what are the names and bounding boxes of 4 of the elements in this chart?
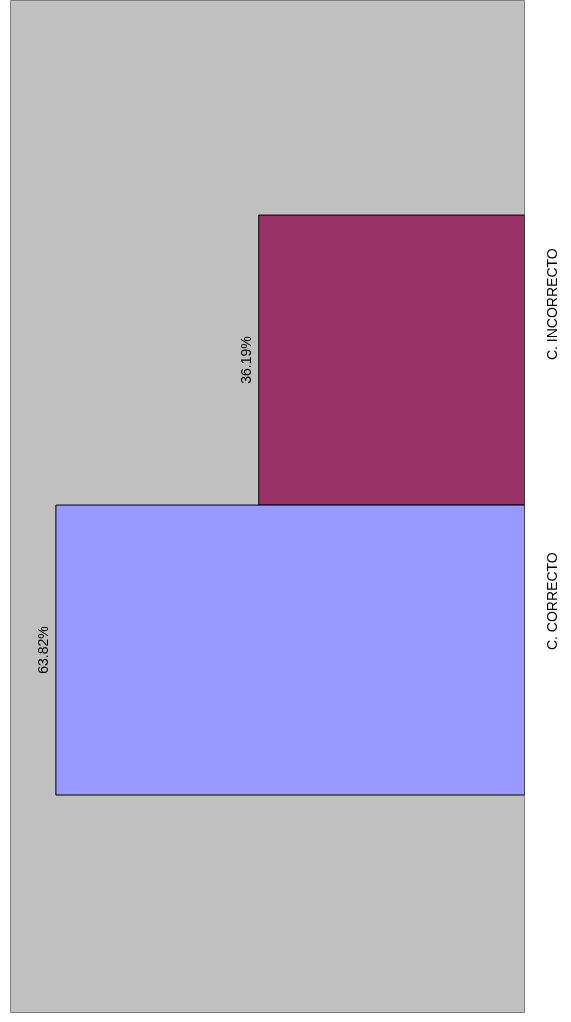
data-label: 63.82%: [35, 626, 52, 674]
y-tick-label: C. CORRECTO: [544, 552, 561, 651]
y-tick-label: C. INCORRECTO: [544, 248, 561, 361]
data-label: 36.19%: [237, 336, 254, 384]
